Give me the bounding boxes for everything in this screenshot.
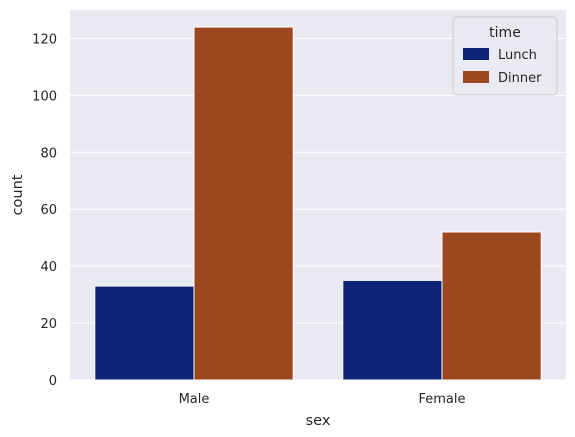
x-axis-ticks: Male Female	[179, 392, 466, 407]
y-tick-label: 60	[40, 203, 57, 218]
bar-lunch-male	[94, 285, 195, 381]
bar-dinner-female	[441, 231, 542, 381]
y-tick-label: 120	[32, 32, 57, 47]
legend-title: time	[489, 25, 521, 41]
bar-lunch-female	[342, 279, 443, 381]
y-tick-label: 80	[40, 146, 57, 161]
y-tick-label: 100	[32, 89, 57, 104]
bar-dinner-male	[193, 26, 294, 381]
x-tick-label: Male	[179, 392, 210, 407]
x-tick-label: Female	[418, 392, 465, 407]
bars	[94, 26, 542, 381]
legend-label-dinner: Dinner	[498, 71, 542, 86]
y-tick-label: 0	[49, 374, 57, 389]
y-tick-label: 20	[40, 317, 57, 332]
legend-swatch-lunch	[463, 48, 489, 60]
legend: time Lunch Dinner	[452, 16, 558, 96]
x-axis-label: sex	[306, 413, 331, 429]
y-tick-label: 40	[40, 260, 57, 275]
y-axis-label: count	[10, 174, 26, 215]
legend-label-lunch: Lunch	[498, 48, 537, 63]
legend-swatch-dinner	[463, 71, 489, 83]
y-axis-ticks: 0 20 40 60 80 100 120	[32, 32, 57, 389]
